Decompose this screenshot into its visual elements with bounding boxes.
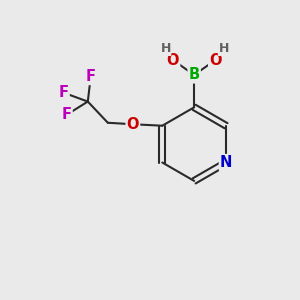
Text: B: B <box>189 68 200 82</box>
Text: O: O <box>127 117 139 132</box>
Text: N: N <box>220 155 232 170</box>
Text: F: F <box>59 85 69 100</box>
Text: O: O <box>209 52 222 68</box>
Text: F: F <box>86 69 96 84</box>
Text: F: F <box>61 107 72 122</box>
Text: H: H <box>160 42 171 56</box>
Text: H: H <box>218 42 229 56</box>
Text: O: O <box>167 52 179 68</box>
